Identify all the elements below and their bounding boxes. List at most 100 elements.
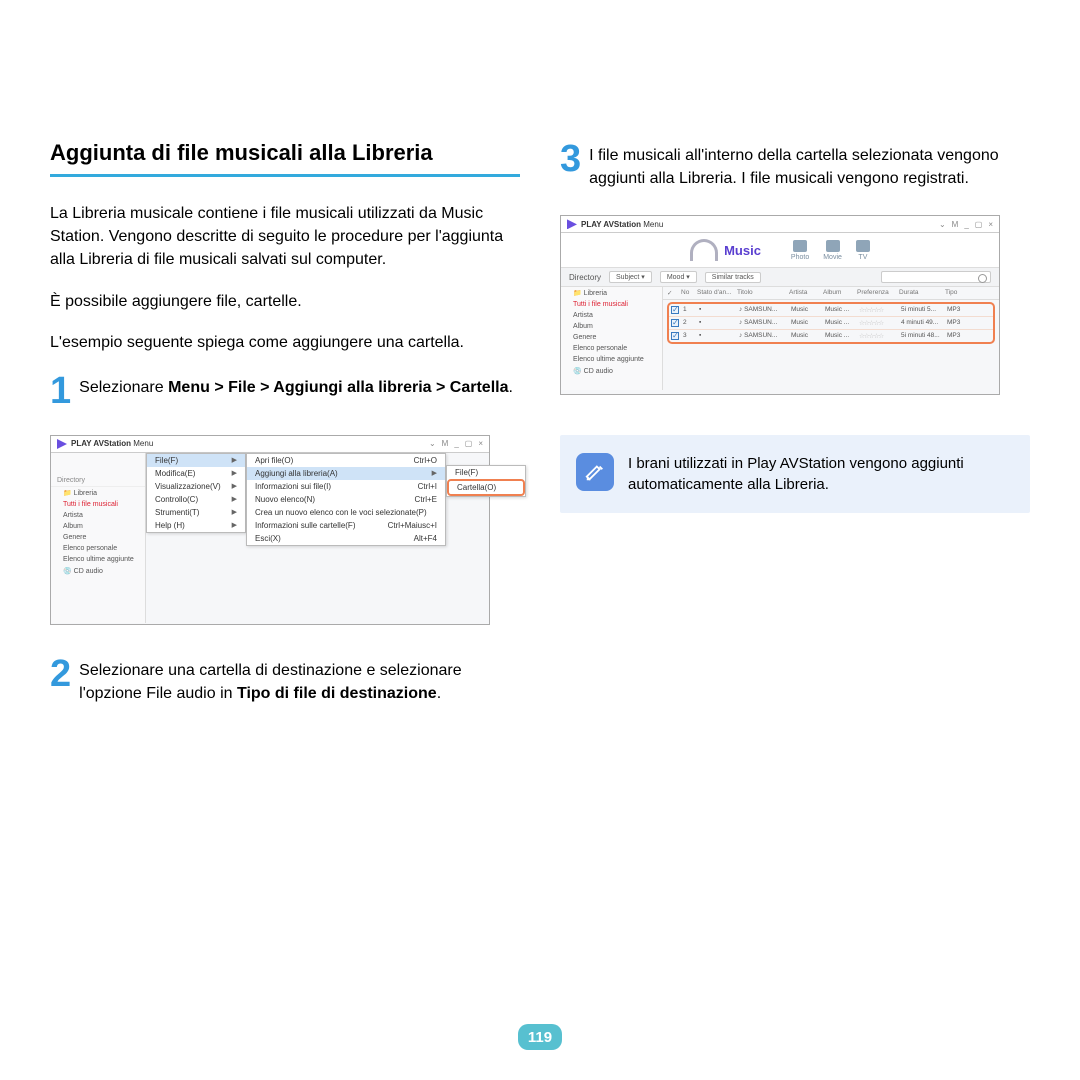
intro-paragraph-1: La Libreria musicale contiene i file mus… xyxy=(50,202,520,272)
filter-similar[interactable]: Similar tracks xyxy=(705,272,761,283)
step-1-suffix: . xyxy=(508,379,512,396)
intro-paragraph-3: L'esempio seguente spiega come aggiunger… xyxy=(50,331,520,354)
table-row[interactable]: 2▪ ♪ SAMSUN... Music Music ... ☆☆☆☆☆ 4 m… xyxy=(669,317,993,330)
menu-item[interactable]: File(F)▶ xyxy=(147,454,245,467)
menu-item[interactable]: File(F) xyxy=(447,466,525,479)
sidebar-item[interactable]: Genere xyxy=(561,332,662,343)
app-tabs: Music Photo Movie TV xyxy=(561,233,999,268)
filter-bar: Directory Subject ▾ Mood ▾ Similar track… xyxy=(561,268,999,287)
note-pencil-icon xyxy=(576,453,614,491)
sidebar-item[interactable]: Album xyxy=(51,521,145,532)
menu-item[interactable]: Modifica(E)▶ xyxy=(147,467,245,480)
music-table: ✓ No Stato d'an... Titolo Artista Album … xyxy=(663,287,999,390)
filter-subject[interactable]: Subject ▾ xyxy=(609,271,652,283)
step-3-text: I file musicali all'interno della cartel… xyxy=(589,140,1030,190)
menu-item[interactable]: Aggiungi alla libreria(A)▶ xyxy=(247,467,445,480)
app-play-icon xyxy=(567,219,577,229)
headphones-icon xyxy=(690,239,718,261)
menu-label[interactable]: Menu xyxy=(643,220,663,229)
photo-icon xyxy=(793,240,807,252)
table-row[interactable]: 1▪ ♪ SAMSUN... Music Music ... ☆☆☆☆☆ 5i … xyxy=(669,304,993,317)
table-row[interactable]: 3▪ ♪ SAMSUN... Music Music ... ☆☆☆☆☆ 5i … xyxy=(669,330,993,342)
menu-item-highlighted[interactable]: Cartella(O) xyxy=(447,479,525,496)
checkbox[interactable] xyxy=(671,306,679,314)
menu-level-1[interactable]: File(F)▶ Modifica(E)▶ Visualizzazione(V)… xyxy=(146,453,246,533)
sidebar: Directory 📁 Libreria Tutti i file musica… xyxy=(51,453,146,623)
app-title: PLAY AVStation xyxy=(71,439,131,448)
menu-item[interactable]: Nuovo elenco(N)Ctrl+E xyxy=(247,493,445,506)
wb-1[interactable]: M xyxy=(952,220,959,229)
step-number: 2 xyxy=(50,655,71,705)
menu-item[interactable]: Visualizzazione(V)▶ xyxy=(147,480,245,493)
menu-label[interactable]: Menu xyxy=(133,439,153,448)
menu-item[interactable]: Help (H)▶ xyxy=(147,519,245,532)
menu-item[interactable]: Strumenti(T)▶ xyxy=(147,506,245,519)
menu-item[interactable]: Esci(X)Alt+F4 xyxy=(247,532,445,545)
sidebar-item[interactable]: Album xyxy=(561,321,662,332)
wb-0[interactable]: ⌄ xyxy=(429,439,436,448)
page-number-badge: 119 xyxy=(518,1024,562,1050)
screenshot-music-table: PLAY AVStation Menu ⌄ M _ ▢ × Music xyxy=(560,215,1000,395)
window-title-bar: PLAY AVStation Menu ⌄ M _ ▢ × xyxy=(51,436,489,453)
sidebar-item[interactable]: Tutti i file musicali xyxy=(561,299,662,310)
sidebar-cd[interactable]: 💿 CD audio xyxy=(51,565,145,577)
movie-icon xyxy=(826,240,840,252)
wb-4[interactable]: × xyxy=(478,439,483,448)
search-input[interactable] xyxy=(881,271,991,283)
app-title: PLAY AVStation xyxy=(581,220,641,229)
menu-item[interactable]: Apri file(O)Ctrl+O xyxy=(247,454,445,467)
step-number: 1 xyxy=(50,372,71,410)
window-title-bar: PLAY AVStation Menu ⌄ M _ ▢ × xyxy=(561,216,999,233)
step-1-prefix: Selezionare xyxy=(79,379,168,396)
window-buttons[interactable]: ⌄ M _ ▢ × xyxy=(939,220,993,229)
menu-item[interactable]: Informazioni sui file(I)Ctrl+I xyxy=(247,480,445,493)
menu-item[interactable]: Controllo(C)▶ xyxy=(147,493,245,506)
wb-2[interactable]: _ xyxy=(454,439,458,448)
sidebar-item[interactable]: Elenco ultime aggiunte xyxy=(561,354,662,365)
wb-3[interactable]: ▢ xyxy=(975,220,983,229)
menu-item[interactable]: Crea un nuovo elenco con le voci selezio… xyxy=(247,506,445,519)
tv-icon xyxy=(856,240,870,252)
wb-3[interactable]: ▢ xyxy=(465,439,473,448)
sidebar-item[interactable]: Elenco ultime aggiunte xyxy=(51,554,145,565)
menu-item[interactable]: Informazioni sulle cartelle(F)Ctrl+Maius… xyxy=(247,519,445,532)
note-text: I brani utilizzati in Play AVStation ven… xyxy=(628,453,1014,495)
menu-level-2[interactable]: Apri file(O)Ctrl+O Aggiungi alla libreri… xyxy=(246,453,446,546)
wb-4[interactable]: × xyxy=(988,220,993,229)
tab-movie[interactable]: Movie xyxy=(823,240,842,261)
sidebar-item[interactable]: Artista xyxy=(561,310,662,321)
music-tab[interactable]: Music xyxy=(690,239,761,261)
sidebar-libreria[interactable]: 📁 Libreria xyxy=(51,487,145,499)
step-number: 3 xyxy=(560,140,581,190)
sidebar-libreria[interactable]: 📁 Libreria xyxy=(561,287,662,299)
sidebar-item[interactable]: Genere xyxy=(51,532,145,543)
sidebar: 📁 Libreria Tutti i file musicali Artista… xyxy=(561,287,663,390)
section-heading: Aggiunta di file musicali alla Libreria xyxy=(50,140,520,177)
wb-2[interactable]: _ xyxy=(964,220,968,229)
tab-photo[interactable]: Photo xyxy=(791,240,809,261)
sidebar-item[interactable]: Tutti i file musicali xyxy=(51,499,145,510)
tab-tv[interactable]: TV xyxy=(856,240,870,261)
table-header: ✓ No Stato d'an... Titolo Artista Album … xyxy=(663,287,999,300)
sidebar-item[interactable]: Elenco personale xyxy=(51,543,145,554)
checkbox[interactable] xyxy=(671,319,679,327)
window-buttons[interactable]: ⌄ M _ ▢ × xyxy=(429,439,483,448)
sidebar-cd[interactable]: 💿 CD audio xyxy=(561,365,662,377)
sidebar-header: Directory xyxy=(51,475,145,487)
step-2-text: Selezionare una cartella di destinazione… xyxy=(79,655,520,705)
filter-mood[interactable]: Mood ▾ xyxy=(660,271,697,283)
music-label: Music xyxy=(724,243,761,258)
menu-level-3[interactable]: File(F) Cartella(O) xyxy=(446,465,526,497)
step-2-bold: Tipo di file di destinazione xyxy=(237,685,437,702)
wb-0[interactable]: ⌄ xyxy=(939,220,946,229)
app-play-icon xyxy=(57,439,67,449)
table-rows-highlighted: 1▪ ♪ SAMSUN... Music Music ... ☆☆☆☆☆ 5i … xyxy=(667,302,995,344)
step-1-bold: Menu > File > Aggiungi alla libreria > C… xyxy=(168,379,508,396)
sidebar-item[interactable]: Artista xyxy=(51,510,145,521)
note-box: I brani utilizzati in Play AVStation ven… xyxy=(560,435,1030,513)
checkbox[interactable] xyxy=(671,332,679,340)
wb-1[interactable]: M xyxy=(442,439,449,448)
sidebar-item[interactable]: Elenco personale xyxy=(561,343,662,354)
intro-paragraph-2: È possibile aggiungere file, cartelle. xyxy=(50,290,520,313)
filter-label: Directory xyxy=(569,273,601,282)
